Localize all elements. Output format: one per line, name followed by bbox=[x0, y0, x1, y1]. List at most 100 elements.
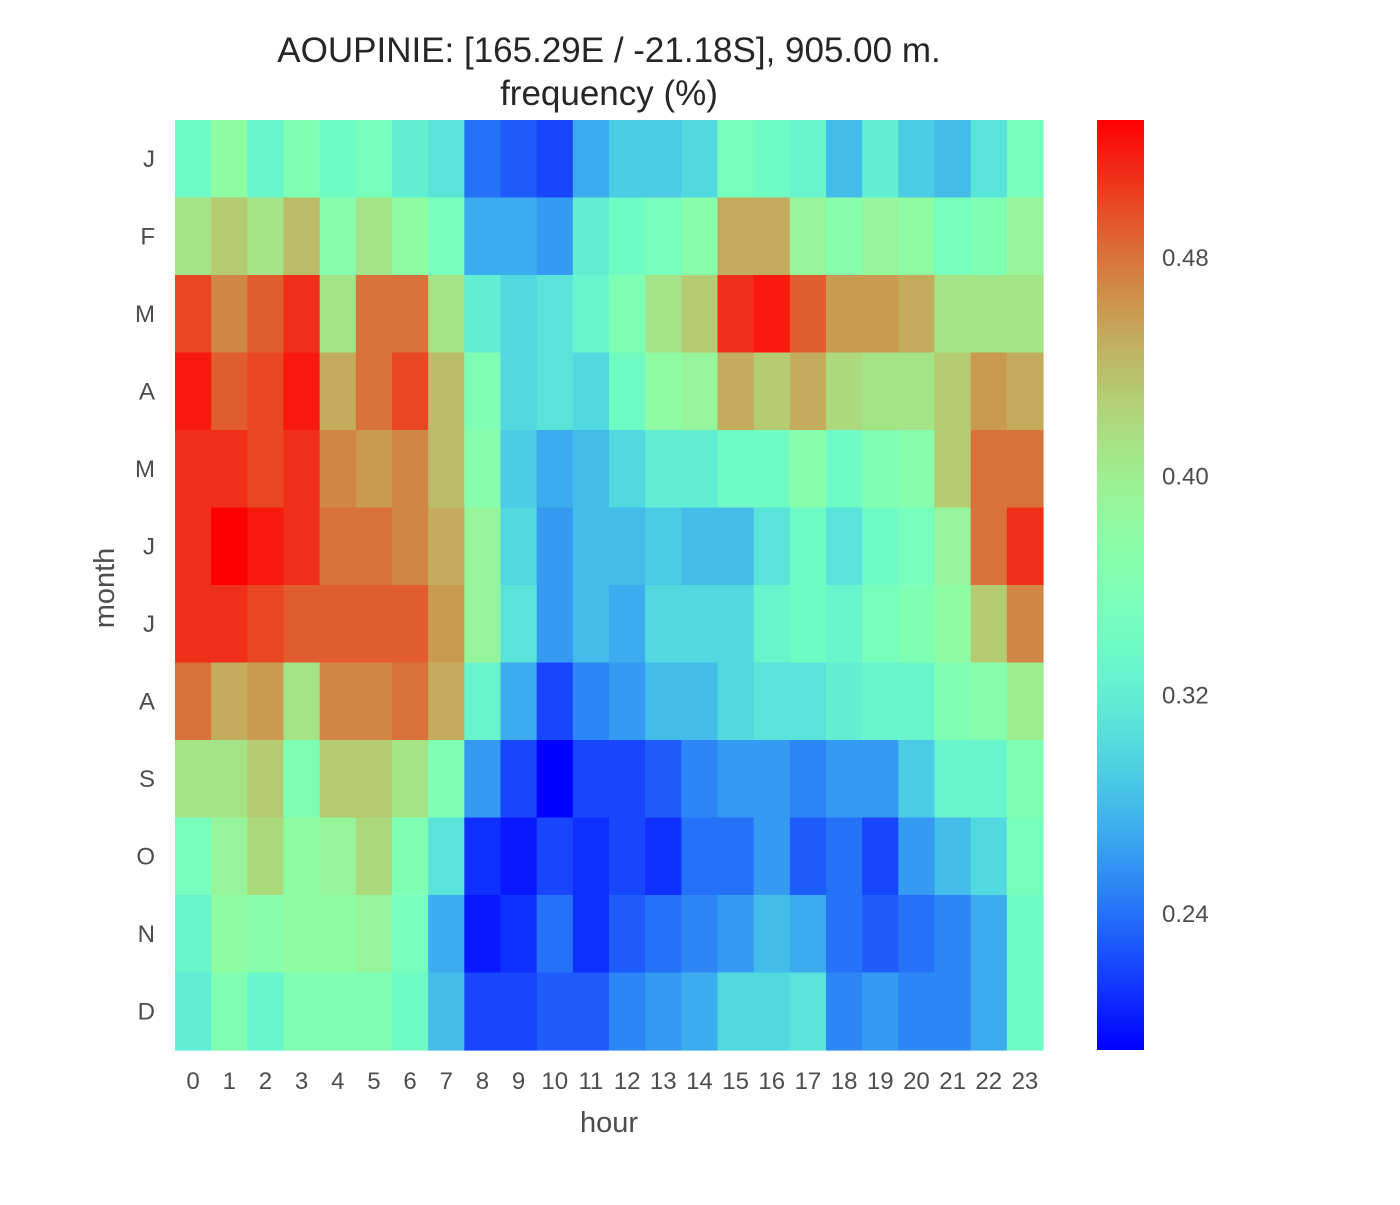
heatmap-cell bbox=[319, 507, 357, 586]
heatmap-cell bbox=[211, 430, 248, 509]
heatmap-cell bbox=[211, 972, 248, 1051]
heatmap-cell bbox=[283, 120, 321, 199]
heatmap-cell bbox=[934, 275, 972, 354]
heatmap-cell bbox=[536, 507, 574, 586]
heatmap-cell bbox=[609, 662, 646, 741]
heatmap-cell bbox=[428, 895, 465, 974]
heatmap-cell bbox=[392, 507, 429, 586]
colorbar-tick-label: 0.24 bbox=[1162, 901, 1209, 928]
heatmap-cell bbox=[826, 817, 863, 896]
heatmap-cell bbox=[789, 352, 827, 431]
heatmap-cell bbox=[283, 352, 321, 431]
heatmap-cell bbox=[645, 430, 682, 509]
heatmap-cell bbox=[826, 275, 863, 354]
heatmap-cell bbox=[717, 585, 755, 664]
y-tick-labels: J F M A M J J A S O N D bbox=[135, 146, 155, 1026]
heatmap-cell bbox=[645, 740, 682, 819]
heatmap-cell bbox=[464, 585, 502, 664]
y-tick-label: A bbox=[139, 688, 155, 715]
heatmap-cell bbox=[428, 430, 465, 509]
heatmap-cell bbox=[1006, 120, 1044, 199]
heatmap-cell bbox=[609, 197, 646, 276]
heatmap-cell bbox=[500, 740, 538, 819]
heatmap-cell bbox=[464, 275, 502, 354]
heatmap-cell bbox=[645, 895, 682, 974]
heatmap-cell bbox=[1006, 740, 1044, 819]
heatmap-cell bbox=[898, 662, 936, 741]
heatmap-cell bbox=[717, 352, 755, 431]
heatmap-cell bbox=[211, 662, 248, 741]
heatmap-cell bbox=[283, 972, 321, 1051]
heatmap-cell bbox=[572, 740, 610, 819]
heatmap-cell bbox=[717, 275, 755, 354]
heatmap-cell bbox=[970, 972, 1008, 1051]
heatmap-cell bbox=[681, 662, 719, 741]
heatmap-cell bbox=[175, 275, 212, 354]
heatmap-cell bbox=[283, 740, 321, 819]
x-tick-label: 11 bbox=[578, 1068, 603, 1095]
heatmap-cell bbox=[717, 197, 755, 276]
heatmap-cell bbox=[464, 120, 502, 199]
heatmap-cell bbox=[464, 430, 502, 509]
heatmap-cell bbox=[1006, 197, 1044, 276]
heatmap-cell bbox=[753, 507, 791, 586]
colorbar-tick-labels: 0.24 0.32 0.40 0.48 bbox=[1162, 245, 1209, 928]
heatmap-cell bbox=[175, 585, 212, 664]
heatmap-cell bbox=[500, 507, 538, 586]
heatmap-cell bbox=[753, 352, 791, 431]
heatmap-cell bbox=[681, 895, 719, 974]
colorbar bbox=[1097, 120, 1144, 1050]
heatmap-cell bbox=[789, 197, 827, 276]
heatmap-cells bbox=[175, 120, 1044, 1051]
x-tick-label: 16 bbox=[758, 1068, 785, 1095]
x-tick-label: 7 bbox=[440, 1068, 453, 1095]
heatmap-cell bbox=[789, 817, 827, 896]
heatmap-cell bbox=[717, 817, 755, 896]
heatmap-cell bbox=[500, 120, 538, 199]
y-tick-label: J bbox=[143, 533, 155, 560]
heatmap-cell bbox=[572, 817, 610, 896]
heatmap-cell bbox=[609, 740, 646, 819]
heatmap-cell bbox=[536, 585, 574, 664]
heatmap-cell bbox=[247, 972, 285, 1051]
heatmap-cell bbox=[609, 585, 646, 664]
heatmap-cell bbox=[500, 275, 538, 354]
heatmap-cell bbox=[898, 972, 936, 1051]
heatmap-cell bbox=[355, 352, 393, 431]
heatmap-cell bbox=[283, 585, 321, 664]
heatmap-cell bbox=[789, 430, 827, 509]
colorbar-tick-label: 0.48 bbox=[1162, 245, 1209, 272]
heatmap-cell bbox=[319, 895, 357, 974]
heatmap-cell bbox=[175, 430, 212, 509]
heatmap-cell bbox=[319, 817, 357, 896]
heatmap-cell bbox=[500, 972, 538, 1051]
heatmap-cell bbox=[500, 197, 538, 276]
x-tick-label: 18 bbox=[831, 1068, 858, 1095]
heatmap-cell bbox=[428, 507, 465, 586]
heatmap-cell bbox=[898, 507, 936, 586]
heatmap-cell bbox=[211, 585, 248, 664]
heatmap-cell bbox=[211, 120, 248, 199]
heatmap-cell bbox=[645, 817, 682, 896]
heatmap-cell bbox=[428, 740, 465, 819]
heatmap-cell bbox=[428, 662, 465, 741]
x-tick-label: 6 bbox=[403, 1068, 416, 1095]
heatmap-cell bbox=[826, 585, 863, 664]
heatmap-cell bbox=[789, 895, 827, 974]
heatmap-cell bbox=[536, 817, 574, 896]
heatmap-cell bbox=[392, 275, 429, 354]
x-tick-label: 5 bbox=[367, 1068, 380, 1095]
heatmap-cell bbox=[247, 275, 285, 354]
heatmap-cell bbox=[283, 817, 321, 896]
heatmap-cell bbox=[428, 275, 465, 354]
x-tick-label: 3 bbox=[295, 1068, 308, 1095]
heatmap-cell bbox=[175, 817, 212, 896]
heatmap-cell bbox=[681, 197, 719, 276]
heatmap-cell bbox=[211, 817, 248, 896]
heatmap-cell bbox=[753, 585, 791, 664]
heatmap-cell bbox=[862, 740, 899, 819]
heatmap-cell bbox=[319, 120, 357, 199]
heatmap-cell bbox=[355, 817, 393, 896]
heatmap-cell bbox=[789, 662, 827, 741]
heatmap-cell bbox=[355, 275, 393, 354]
